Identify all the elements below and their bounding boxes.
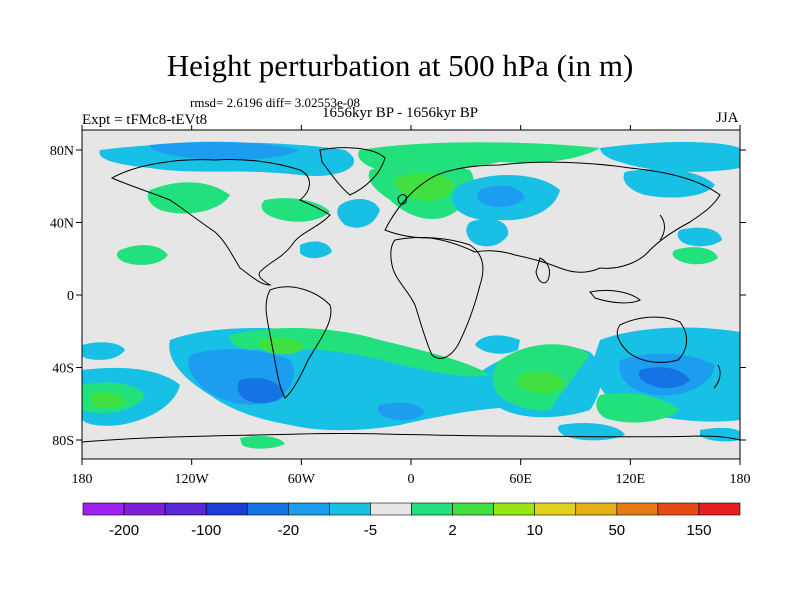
- contour-region: [517, 371, 565, 394]
- season-text: JJA: [716, 110, 739, 126]
- latitude-axis: 80N 40N 0 40S 80S: [50, 144, 746, 449]
- coastline-antarctica: [82, 432, 740, 443]
- lat-tick-label: 40N: [50, 217, 74, 232]
- colorbar-swatch: [123, 502, 166, 516]
- lon-tick-label: 60W: [288, 472, 316, 487]
- longitude-axis: 180 120W 60W 0 60E 120E 180: [72, 125, 751, 487]
- lon-tick-label: 0: [408, 472, 415, 487]
- lat-tick-label: 40S: [52, 362, 74, 377]
- contour-region: [90, 392, 126, 409]
- colorbar-swatch: [534, 502, 577, 516]
- contour-region: [672, 247, 718, 265]
- colorbar-swatch: [164, 502, 207, 516]
- lat-tick-label: 80N: [50, 144, 74, 159]
- contour-region: [477, 185, 525, 208]
- contour-regions: [82, 141, 740, 449]
- lon-tick-label: 120E: [616, 472, 646, 487]
- colorbar-swatch: [657, 502, 700, 516]
- colorbar-label: 2: [448, 522, 456, 539]
- map-title: Height perturbation at 500 hPa (in m): [166, 48, 634, 83]
- colorbar-label: -20: [277, 522, 299, 539]
- coastline-south-america: [265, 286, 332, 399]
- contour-region: [638, 367, 690, 389]
- coastline-indonesia: [589, 289, 641, 304]
- contour-region: [596, 393, 680, 423]
- contour-region: [147, 182, 230, 214]
- colorbar-swatch: [616, 502, 659, 516]
- coastline-uk: [397, 194, 407, 205]
- contour-region: [300, 241, 332, 259]
- lon-tick-label: 180: [72, 472, 93, 487]
- colorbar-label: 150: [686, 522, 711, 539]
- contour-region: [394, 173, 455, 202]
- contour-region: [258, 337, 305, 355]
- coastline-new-zealand: [713, 364, 721, 389]
- lon-tick-label: 120W: [175, 472, 210, 487]
- contour-region: [150, 141, 300, 160]
- contour-region: [623, 168, 715, 198]
- colorbar-swatch: [411, 502, 453, 516]
- contour-region: [377, 402, 425, 421]
- contour-region: [240, 436, 285, 449]
- coastline-north-america: [110, 159, 331, 286]
- contour-region: [600, 142, 740, 172]
- colorbar-label: -100: [191, 522, 221, 539]
- colorbar-swatch: [370, 502, 412, 516]
- coastline-india: [535, 257, 551, 284]
- period-text: 1656kyr BP - 1656kyr BP: [322, 105, 479, 121]
- colorbar-swatch: [205, 502, 248, 516]
- colorbar-label: -5: [364, 522, 377, 539]
- colorbar-swatch: [698, 502, 741, 516]
- coastline-japan: [659, 214, 665, 241]
- coastlines: [82, 147, 740, 443]
- contour-region: [261, 198, 330, 222]
- contour-region: [116, 245, 168, 265]
- contour-region: [466, 218, 509, 247]
- colorbar: [82, 502, 741, 516]
- lon-tick-label: 60E: [509, 472, 532, 487]
- colorbar-swatch: [82, 502, 125, 516]
- stats-text: rmsd= 2.6196 diff= 3.02553e-08: [190, 95, 361, 110]
- colorbar-swatch: [288, 502, 330, 516]
- contour-region: [475, 335, 520, 354]
- coastline-australia: [616, 316, 687, 363]
- contour-region: [82, 342, 125, 360]
- coastline-greenland: [319, 147, 386, 196]
- lat-tick-label: 0: [67, 289, 74, 304]
- colorbar-label: -200: [109, 522, 139, 539]
- experiment-text: Expt = tFMc8-tEVt8: [82, 112, 208, 128]
- colorbar-swatch: [329, 502, 371, 516]
- colorbar-swatch: [246, 502, 289, 516]
- colorbar-label: 10: [526, 522, 543, 539]
- colorbar-swatch: [575, 502, 618, 516]
- colorbar-swatch: [452, 502, 494, 516]
- lat-tick-label: 80S: [52, 434, 74, 449]
- colorbar-swatch: [493, 502, 535, 516]
- contour-region: [237, 378, 285, 404]
- contour-region: [337, 198, 380, 228]
- lon-tick-label: 180: [730, 472, 751, 487]
- colorbar-labels: -200 -100 -20 -5 2 10 50 150: [109, 522, 711, 539]
- coastline-eurasia: [384, 161, 721, 273]
- coastline-africa: [390, 237, 484, 359]
- contour-region: [677, 227, 722, 247]
- colorbar-label: 50: [608, 522, 625, 539]
